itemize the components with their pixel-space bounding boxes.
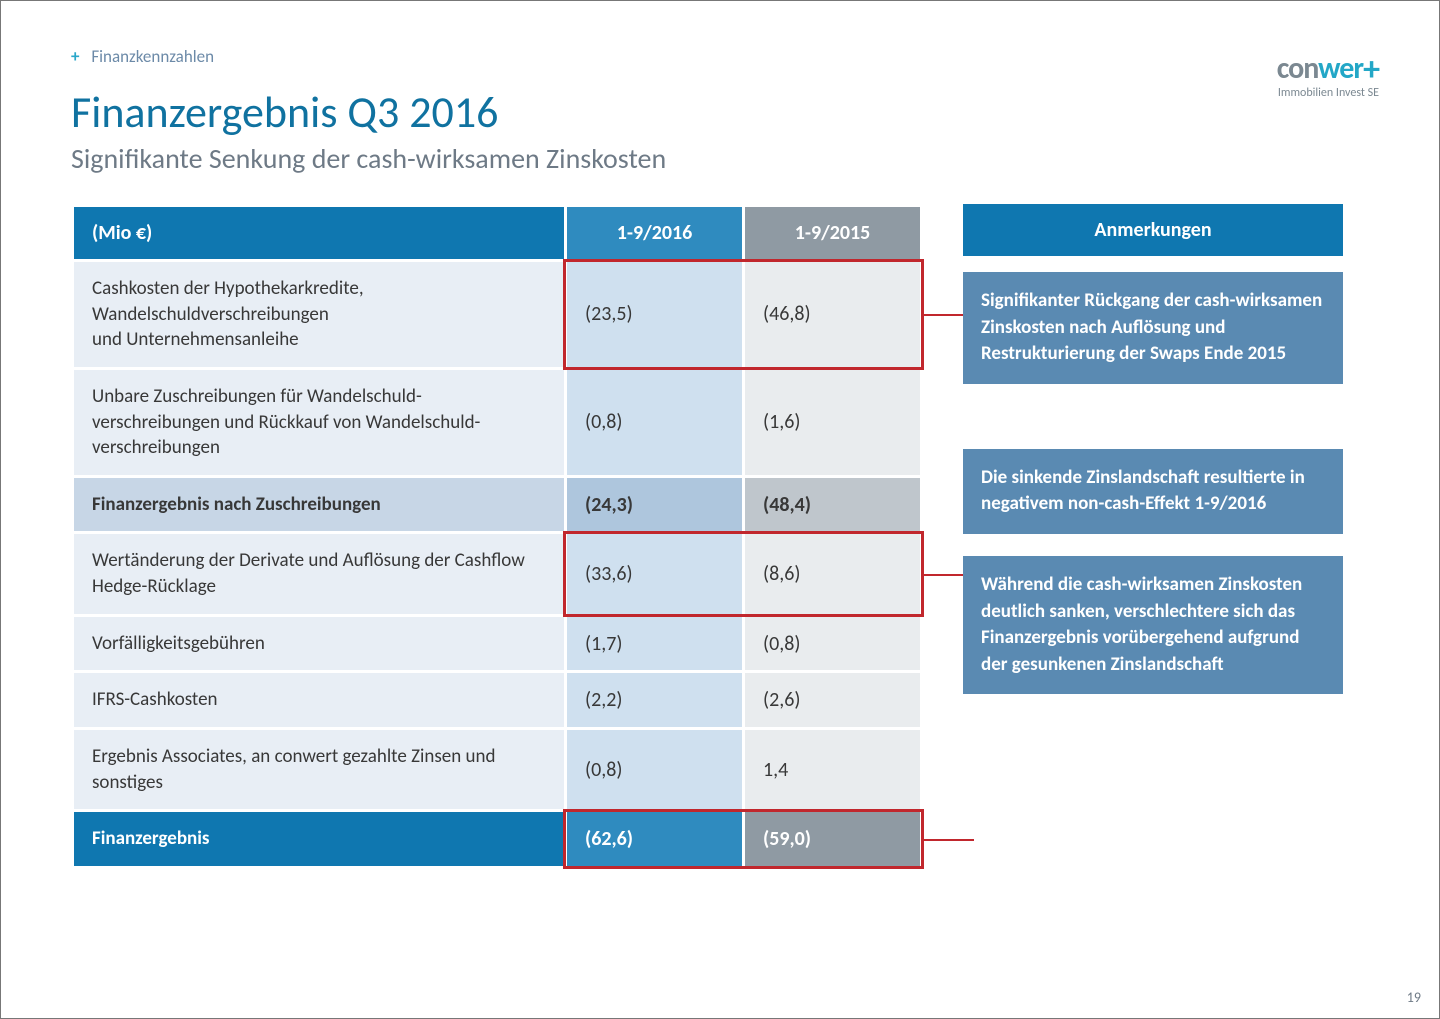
row-value-b: (48,4) [745,478,920,532]
table-row: Finanzergebnis nach Zuschreibungen(24,3)… [74,478,920,532]
breadcrumb-label: Finanzkennzahlen [91,46,214,67]
table-row: Wertänderung der Derivate und Auflösung … [74,534,920,613]
table-row: Cashkosten der Hypothekarkredite,Wandels… [74,262,920,367]
notes-header: Anmerkungen [963,204,1343,256]
table-header-col-b: 1-9/2015 [745,207,920,259]
table-row: Vorfälligkeitsgebühren(1,7)(0,8) [74,617,920,671]
row-value-b: (1,6) [745,370,920,475]
row-label: IFRS-Cashkosten [74,673,564,727]
note-box: Während die cash-wirksamen Zinskosten de… [963,556,1343,694]
row-value-b: (46,8) [745,262,920,367]
table-row: Unbare Zuschreibungen für Wandelschuld-v… [74,370,920,475]
brand-logo: conwer+ Immobilien Invest SE [1277,49,1379,100]
row-value-a: (23,5) [567,262,742,367]
row-value-a: (2,2) [567,673,742,727]
row-value-a: (62,6) [567,812,742,866]
page-subtitle: Signifikante Senkung der cash-wirksamen … [71,141,1379,176]
row-label: Finanzergebnis nach Zuschreibungen [74,478,564,532]
logo-part2: wer [1318,50,1363,87]
row-value-b: (8,6) [745,534,920,613]
row-label: Unbare Zuschreibungen für Wandelschuld-v… [74,370,564,475]
table-row: Finanzergebnis(62,6)(59,0) [74,812,920,866]
table-row: Ergebnis Associates, an conwert gezahlte… [74,730,920,809]
table-row: IFRS-Cashkosten(2,2)(2,6) [74,673,920,727]
table-header-row: (Mio €) 1-9/2016 1-9/2015 [74,207,920,259]
row-value-b: (59,0) [745,812,920,866]
page-number: 19 [1407,989,1421,1006]
logo-subtitle: Immobilien Invest SE [1277,86,1379,100]
row-value-a: (33,6) [567,534,742,613]
logo-plus-icon: + [1363,49,1379,90]
note-box: Signifikanter Rückgang der cash-wirksame… [963,272,1343,384]
row-value-a: (1,7) [567,617,742,671]
row-label: Wertänderung der Derivate und Auflösung … [74,534,564,613]
row-label: Vorfälligkeitsgebühren [74,617,564,671]
row-value-a: (0,8) [567,730,742,809]
row-label: Finanzergebnis [74,812,564,866]
row-value-b: 1,4 [745,730,920,809]
finance-table-wrap: (Mio €) 1-9/2016 1-9/2015 Cashkosten der… [71,204,923,869]
notes-column: Anmerkungen Signifikanter Rückgang der c… [963,204,1343,869]
logo-part1: con [1277,50,1318,87]
row-value-a: (24,3) [567,478,742,532]
table-header-col-a: 1-9/2016 [567,207,742,259]
page-title: Finanzergebnis Q3 2016 [71,85,1379,139]
row-value-b: (0,8) [745,617,920,671]
finance-table: (Mio €) 1-9/2016 1-9/2015 Cashkosten der… [71,204,923,869]
table-header-label: (Mio €) [74,207,564,259]
note-box: Die sinkende Zinslandschaft resultierte … [963,449,1343,534]
row-value-b: (2,6) [745,673,920,727]
row-label: Ergebnis Associates, an conwert gezahlte… [74,730,564,809]
row-value-a: (0,8) [567,370,742,475]
breadcrumb: + Finanzkennzahlen [71,46,1379,67]
breadcrumb-plus-icon: + [71,46,79,67]
row-label: Cashkosten der Hypothekarkredite,Wandels… [74,262,564,367]
